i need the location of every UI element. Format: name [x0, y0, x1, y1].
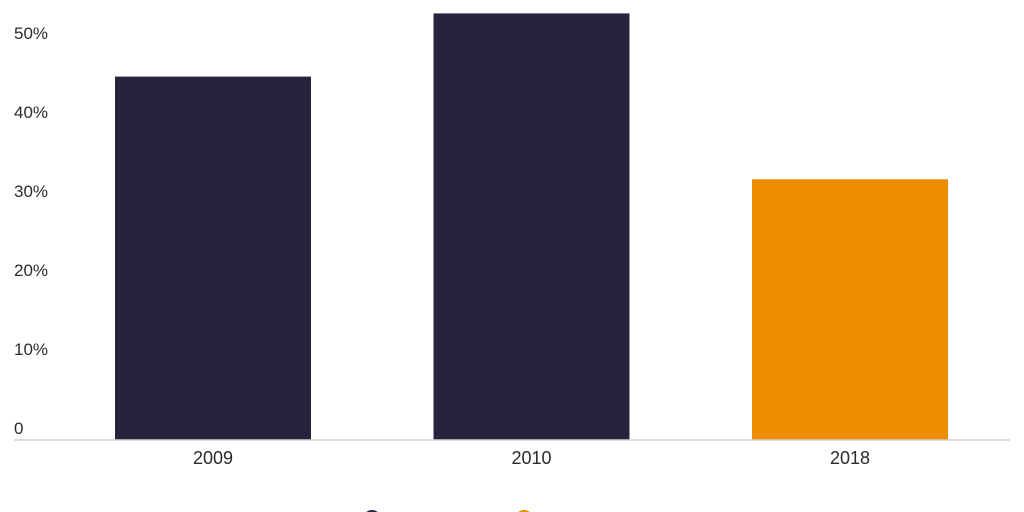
y-tick-label: 40%	[14, 103, 48, 122]
y-tick-label: 20%	[14, 261, 48, 280]
x-axis-labels: 2009 2010 2018	[193, 448, 870, 468]
y-tick-label: 50%	[14, 24, 48, 43]
y-tick-label: 0	[14, 419, 23, 438]
y-axis: 0 10% 20% 30% 40% 50%	[14, 24, 48, 438]
x-tick-label: 2009	[193, 448, 233, 468]
bar-2010	[433, 13, 630, 441]
y-tick-label: 10%	[14, 340, 48, 359]
bar-2018	[752, 179, 948, 441]
x-tick-label: 2010	[511, 448, 551, 468]
bar-2009	[115, 76, 311, 440]
y-tick-label: 30%	[14, 182, 48, 201]
x-tick-label: 2018	[830, 448, 870, 468]
bars	[115, 13, 948, 441]
